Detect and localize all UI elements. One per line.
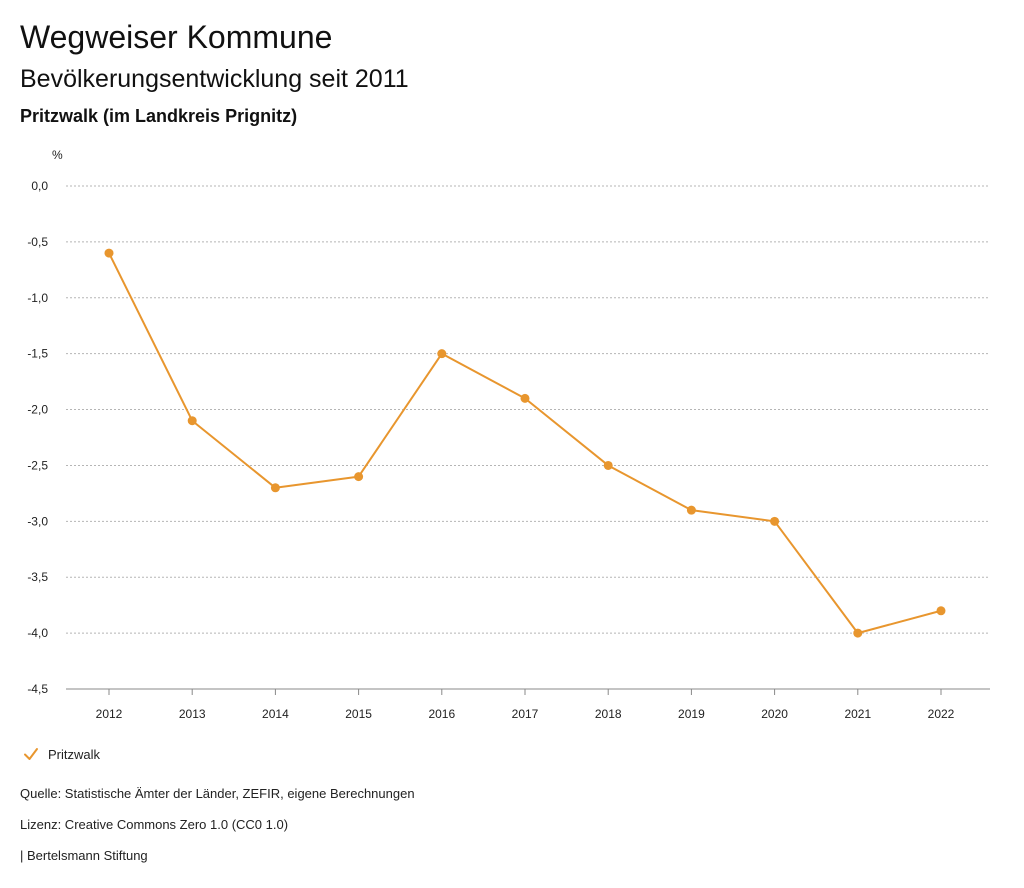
y-tick-label: -3,5	[27, 570, 48, 584]
x-tick-label: 2020	[761, 707, 788, 721]
data-point[interactable]	[770, 516, 780, 526]
x-tick-label: 2016	[428, 707, 455, 721]
y-axis-unit-label: %	[52, 148, 63, 162]
y-axis-ticks: 0,0 -0,5 -1,0 -1,5 -2,0 -2,5 -3,0 -3,5 -4,0 -4,5	[27, 179, 48, 696]
chart-subtitle: Bevölkerungsentwicklung seit 2011	[20, 65, 409, 93]
series-layer	[104, 248, 946, 638]
data-point[interactable]	[354, 472, 364, 482]
data-point[interactable]	[437, 349, 447, 359]
y-tick-label: -1,5	[27, 347, 48, 361]
grid-lines	[66, 185, 990, 690]
x-tick-label: 2012	[96, 707, 123, 721]
y-tick-label: -2,0	[27, 403, 48, 417]
data-point[interactable]	[270, 483, 280, 493]
check-mark-icon	[24, 748, 38, 760]
data-point[interactable]	[520, 393, 530, 403]
x-tick-label: 2015	[345, 707, 372, 721]
data-point[interactable]	[603, 460, 613, 470]
x-tick-label: 2018	[595, 707, 622, 721]
x-tick-label: 2022	[928, 707, 955, 721]
organization-note: | Bertelsmann Stiftung	[20, 848, 148, 863]
data-point[interactable]	[936, 606, 946, 616]
license-note: Lizenz: Creative Commons Zero 1.0 (CC0 1…	[20, 817, 289, 832]
y-tick-label: -4,0	[27, 626, 48, 640]
x-tick-label: 2014	[262, 707, 289, 721]
y-tick-label: -0,5	[27, 235, 48, 249]
x-axis: 2012 2013 2014 2015 2016 2017 2018 2019 2020 2021…	[96, 689, 955, 721]
data-point[interactable]	[853, 628, 863, 638]
legend-item-pritzwalk: Pritzwalk	[48, 746, 101, 762]
x-tick-label: 2019	[678, 707, 705, 721]
y-tick-label: -1,0	[27, 291, 48, 305]
data-point[interactable]	[686, 505, 696, 515]
legend[interactable]: Pritzwalk	[22, 745, 100, 763]
y-tick-label: -4,5	[27, 682, 48, 696]
region-label: Pritzwalk (im Landkreis Prignitz)	[20, 106, 298, 126]
source-note: Quelle: Statistische Ämter der Länder, Z…	[20, 786, 415, 801]
x-tick-label: 2017	[512, 707, 539, 721]
data-point[interactable]	[104, 248, 114, 258]
x-tick-label: 2021	[844, 707, 871, 721]
y-tick-label: 0,0	[31, 179, 48, 193]
page-title: Wegweiser Kommune	[20, 19, 333, 55]
line-chart: % 0,0 -0,5 -1,0 -1,5 -2,0 -2,5 -3,0 -3,5 -4,0 -4,…	[27, 148, 990, 721]
series-line	[108, 252, 942, 635]
y-tick-label: -2,5	[27, 458, 48, 472]
x-tick-label: 2013	[179, 707, 206, 721]
y-tick-label: -3,0	[27, 514, 48, 528]
data-point[interactable]	[187, 416, 197, 426]
